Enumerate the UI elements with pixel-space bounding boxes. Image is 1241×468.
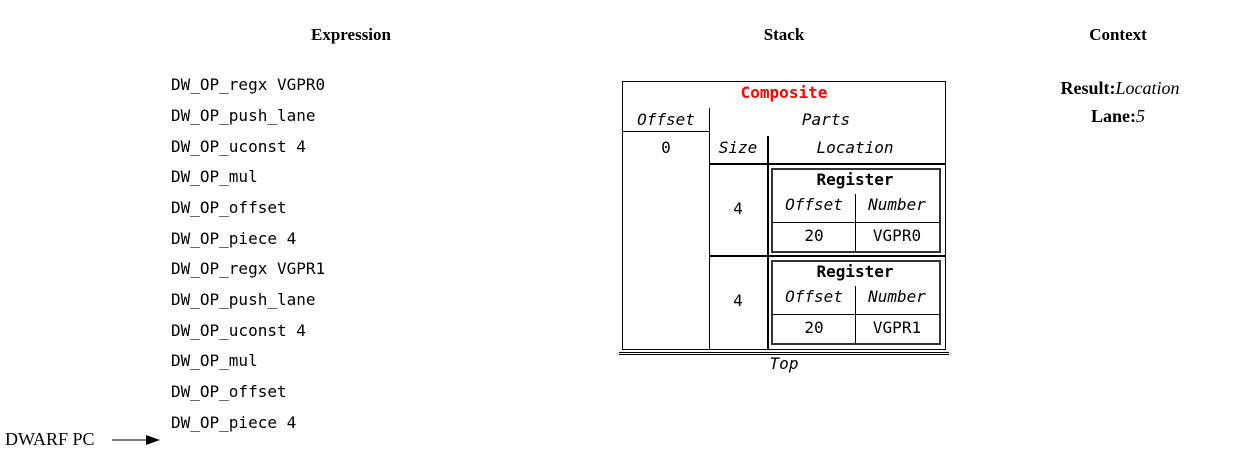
register-box: [771, 260, 941, 345]
location-header: Location: [816, 138, 894, 157]
register-title: Register: [816, 170, 894, 189]
divider: [709, 255, 945, 257]
parts-header: Parts: [801, 110, 851, 129]
divider: [767, 136, 769, 349]
context-lane: Lane:5: [1091, 106, 1145, 127]
expression-op: DW_OP_mul: [171, 351, 258, 370]
register-offset-header: Offset: [785, 195, 843, 214]
expression-op: DW_OP_piece 4: [171, 229, 297, 248]
expression-op: DW_OP_uconst 4: [171, 321, 306, 340]
context-header: Context: [1089, 25, 1147, 44]
register-offset: 20: [804, 318, 824, 337]
expression-op: DW_OP_uconst 4: [171, 137, 306, 156]
part-size: 4: [733, 291, 743, 310]
expression-op: DW_OP_piece 4: [171, 413, 297, 432]
stack-top-line: [619, 352, 949, 353]
offset-header: Offset: [637, 110, 695, 129]
lane-label: Lane:: [1091, 106, 1136, 126]
expression-op: DW_OP_offset: [171, 198, 287, 217]
result-value: Location: [1115, 78, 1180, 98]
register-offset-header: Offset: [785, 287, 843, 306]
divider: [773, 222, 939, 223]
expression-op: DW_OP_push_lane: [171, 106, 316, 125]
divider: [709, 108, 710, 349]
expression-op: DW_OP_regx VGPR0: [171, 75, 326, 94]
expression-op: DW_OP_regx VGPR1: [171, 259, 326, 278]
expression-op: DW_OP_mul: [171, 167, 258, 186]
register-number-header: Number: [868, 195, 926, 214]
divider: [623, 131, 709, 132]
size-header: Size: [718, 138, 758, 157]
lane-value: 5: [1136, 106, 1145, 126]
register-offset: 20: [804, 226, 824, 245]
expression-op: DW_OP_push_lane: [171, 290, 316, 309]
part-size: 4: [733, 199, 743, 218]
composite-title: Composite: [740, 83, 828, 102]
register-number: VGPR0: [872, 226, 922, 245]
stack-top-line: [619, 354, 949, 355]
divider: [709, 163, 945, 165]
composite-box: [622, 81, 946, 350]
stack-top-label: Top: [769, 354, 799, 373]
register-title: Register: [816, 262, 894, 281]
divider: [773, 314, 939, 315]
register-box: [771, 168, 941, 253]
dwarf-pc-label: DWARF PC: [5, 429, 95, 449]
offset-value: 0: [661, 138, 671, 157]
result-label: Result:: [1060, 78, 1116, 98]
register-number-header: Number: [868, 287, 926, 306]
expression-op: DW_OP_offset: [171, 382, 287, 401]
expression-header: Expression: [311, 25, 391, 44]
context-result: Result:Location: [1060, 78, 1179, 99]
pc-arrow-icon: [112, 435, 160, 445]
register-number: VGPR1: [872, 318, 922, 337]
stack-header: Stack: [763, 25, 805, 44]
